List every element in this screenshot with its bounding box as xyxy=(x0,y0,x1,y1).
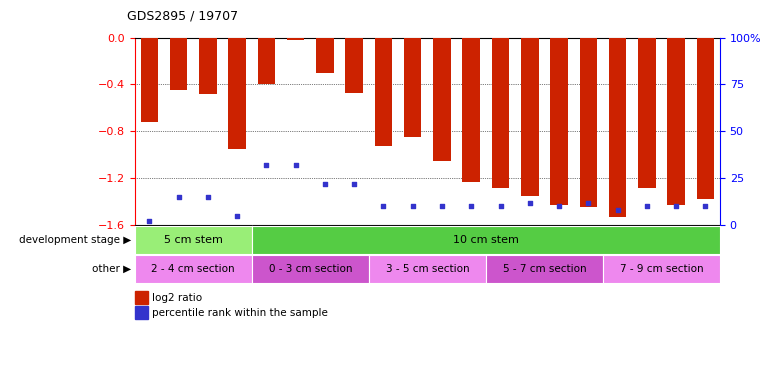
Text: 7 - 9 cm section: 7 - 9 cm section xyxy=(620,264,703,274)
Point xyxy=(436,203,448,209)
Point xyxy=(611,207,624,213)
Text: development stage ▶: development stage ▶ xyxy=(18,235,131,245)
Point xyxy=(172,194,185,200)
Point xyxy=(348,181,360,187)
Point xyxy=(553,203,565,209)
Point xyxy=(494,203,507,209)
Point xyxy=(670,203,682,209)
Point xyxy=(143,218,156,224)
Bar xyxy=(229,38,246,149)
Point xyxy=(582,200,594,206)
Point xyxy=(260,162,273,168)
Bar xyxy=(258,38,275,84)
Text: 5 cm stem: 5 cm stem xyxy=(164,235,223,245)
Text: 0 - 3 cm section: 0 - 3 cm section xyxy=(269,264,352,274)
Bar xyxy=(580,38,597,207)
Bar xyxy=(404,38,421,137)
Text: GDS2895 / 19707: GDS2895 / 19707 xyxy=(127,9,238,22)
Bar xyxy=(463,38,480,182)
Bar xyxy=(135,291,148,304)
Bar xyxy=(609,38,626,217)
Bar xyxy=(668,38,685,205)
Bar xyxy=(287,38,304,40)
Bar xyxy=(135,306,148,319)
Point xyxy=(319,181,331,187)
Point xyxy=(641,203,653,209)
Text: other ▶: other ▶ xyxy=(92,264,131,274)
Point xyxy=(699,203,711,209)
Bar xyxy=(638,38,655,188)
Bar xyxy=(521,38,538,196)
Bar xyxy=(199,38,216,94)
Point xyxy=(202,194,214,200)
Point xyxy=(231,213,243,219)
Point xyxy=(377,203,390,209)
Text: percentile rank within the sample: percentile rank within the sample xyxy=(152,308,328,318)
Text: 2 - 4 cm section: 2 - 4 cm section xyxy=(152,264,235,274)
Point xyxy=(290,162,302,168)
Bar xyxy=(141,38,158,122)
Point xyxy=(465,203,477,209)
Text: 10 cm stem: 10 cm stem xyxy=(453,235,519,245)
Text: log2 ratio: log2 ratio xyxy=(152,292,203,303)
Bar xyxy=(375,38,392,147)
Bar xyxy=(551,38,567,205)
Bar xyxy=(697,38,714,199)
Bar xyxy=(492,38,509,188)
Bar xyxy=(316,38,333,73)
Point xyxy=(524,200,536,206)
Point xyxy=(407,203,419,209)
Bar xyxy=(170,38,187,90)
Text: 5 - 7 cm section: 5 - 7 cm section xyxy=(503,264,586,274)
Bar xyxy=(434,38,450,160)
Text: 3 - 5 cm section: 3 - 5 cm section xyxy=(386,264,469,274)
Bar xyxy=(346,38,363,93)
